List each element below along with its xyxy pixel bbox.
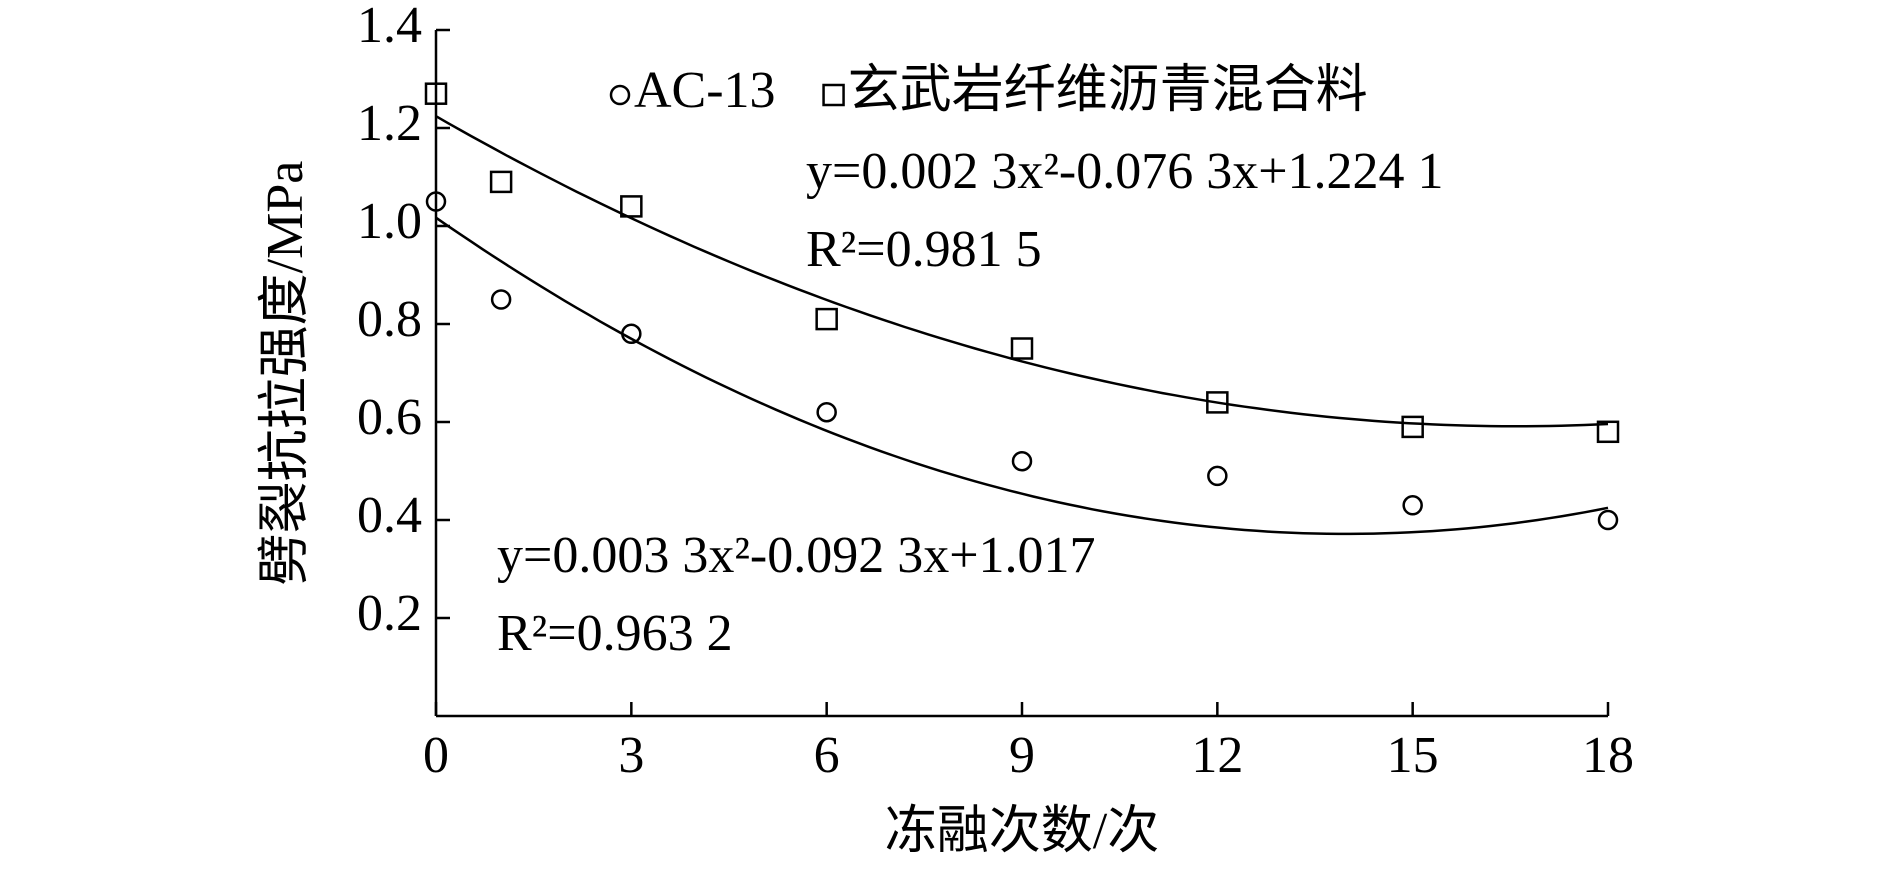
data-point [621, 323, 642, 345]
data-point [1207, 465, 1228, 487]
data-point [816, 401, 837, 423]
x-tick-label: 15 [1387, 727, 1439, 784]
x-tick-label: 0 [423, 727, 449, 784]
legend-label: 玄武岩纤维沥青混合料 [848, 62, 1368, 119]
y-tick-label: 1.0 [357, 193, 422, 250]
x-tick-label: 6 [814, 727, 840, 784]
data-point [489, 170, 513, 194]
fit-r2: R²=0.981 5 [806, 221, 1042, 278]
data-point [1206, 391, 1229, 414]
y-tick-label: 0.2 [357, 585, 422, 642]
data-point [620, 195, 643, 218]
trendline [435, 115, 1609, 428]
data-point [1011, 450, 1033, 472]
fit-equation: y=0.002 3x²-0.076 3x+1.224 1 [806, 143, 1444, 200]
legend-label: AC-13 [634, 62, 776, 119]
data-point [424, 82, 448, 105]
data-point [1010, 337, 1034, 360]
y-tick-label: 0.4 [357, 487, 422, 544]
legend-marker [822, 83, 845, 107]
trendline [435, 216, 1609, 536]
y-axis-label: 劈裂抗拉强度/MPa [257, 161, 314, 586]
y-tick-label: 1.2 [357, 95, 422, 152]
data-point [1402, 495, 1423, 516]
x-tick-label: 12 [1191, 727, 1243, 784]
data-point [490, 289, 512, 310]
data-point [815, 307, 838, 331]
y-tick-label: 0.6 [357, 389, 422, 446]
legend-marker [609, 84, 631, 106]
x-tick-label: 9 [1009, 727, 1035, 784]
data-point [425, 191, 447, 212]
x-axis-label: 冻融次数/次 [885, 803, 1159, 860]
x-tick-label: 3 [618, 727, 644, 784]
data-point [1401, 415, 1424, 439]
fit-r2: R²=0.963 2 [497, 605, 733, 662]
x-tick-label: 18 [1582, 727, 1634, 784]
y-tick-label: 0.8 [357, 291, 422, 348]
data-point [1597, 509, 1619, 531]
fit-equation: y=0.003 3x²-0.092 3x+1.017 [497, 527, 1096, 584]
data-point [1596, 420, 1620, 444]
y-tick-label: 1.4 [357, 0, 422, 54]
